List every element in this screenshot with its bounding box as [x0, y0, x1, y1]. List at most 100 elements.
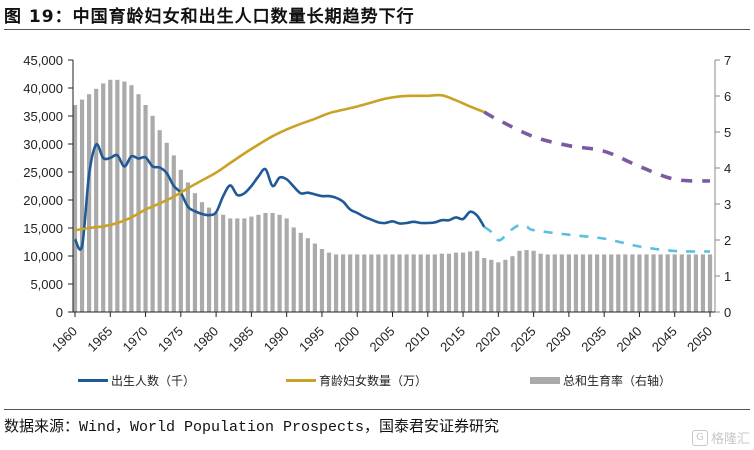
- gelonghui-logo-icon: G: [691, 429, 708, 446]
- tfr-bar-2012: [439, 253, 444, 312]
- watermark-text: 格隆汇: [710, 432, 750, 447]
- legend-label-births: 出生人数（千）: [111, 374, 196, 388]
- tfr-bar-2041: [644, 254, 649, 312]
- tfr-bar-1990: [284, 218, 289, 312]
- x-tick-label: 1975: [155, 324, 186, 355]
- tfr-bar-1980: [214, 213, 219, 312]
- left-tick-label: 30,000: [23, 137, 63, 152]
- legend-item-women: 育龄妇女数量（万）: [286, 372, 427, 389]
- x-tick-label: 2000: [331, 324, 362, 355]
- tfr-bar-2030: [566, 254, 571, 312]
- x-tick-label: 2025: [508, 324, 539, 355]
- tfr-bar-1985: [249, 216, 254, 312]
- tfr-bar-1995: [319, 249, 325, 312]
- tfr-bar-2015: [460, 252, 466, 312]
- tfr-bar-1964: [101, 83, 106, 313]
- tfr-bar-1969: [136, 94, 141, 312]
- left-tick-label: 25,000: [23, 165, 63, 180]
- right-tick-label: 1: [724, 269, 731, 284]
- x-tick-label: 2010: [402, 324, 433, 355]
- tfr-bar-1997: [333, 254, 339, 312]
- tfr-bar-2008: [411, 254, 416, 312]
- left-tick-label: 40,000: [23, 81, 63, 96]
- tfr-bar-2022: [510, 256, 515, 312]
- right-tick-label: 7: [724, 53, 731, 68]
- tfr-bar-1973: [164, 142, 169, 312]
- title-divider: [4, 29, 750, 30]
- legend-label-tfr: 总和生育率（右轴）: [563, 374, 672, 388]
- tfr-bar-1962: [87, 94, 92, 312]
- tfr-bar-2011: [432, 254, 437, 312]
- x-tick-label: 1990: [261, 324, 292, 355]
- tfr-bar-1972: [157, 130, 162, 312]
- legend-item-tfr: 总和生育率（右轴）: [530, 372, 671, 389]
- tfr-bar-2049: [700, 254, 706, 312]
- line-births: [73, 143, 486, 251]
- right-tick-label: 0: [724, 305, 731, 320]
- legend-swatch-births: [78, 379, 108, 382]
- x-tick-label: 2020: [472, 324, 503, 355]
- tfr-bar-2019: [489, 259, 494, 312]
- tfr-bar-2018: [482, 258, 487, 312]
- tfr-bar-1961: [79, 99, 85, 312]
- tfr-bar-1999: [348, 254, 353, 312]
- tfr-bar-1989: [277, 214, 282, 312]
- tfr-bar-1998: [341, 254, 346, 312]
- left-tick-label: 5,000: [30, 277, 63, 292]
- tfr-bar-2032: [580, 254, 586, 312]
- tfr-bar-2004: [383, 254, 388, 312]
- x-tick-label: 1995: [296, 324, 327, 355]
- line-births-projection: [483, 223, 711, 253]
- tfr-bar-1966: [115, 79, 120, 312]
- tfr-bar-1984: [242, 218, 247, 312]
- tfr-bar-1992: [298, 232, 303, 312]
- right-tick-label: 6: [724, 89, 731, 104]
- tfr-bar-1986: [256, 214, 261, 312]
- right-tick-label: 5: [724, 125, 731, 140]
- tfr-bar-2050: [707, 254, 713, 312]
- line-women-projection: [483, 110, 711, 183]
- tfr-bar-2031: [573, 254, 579, 312]
- x-tick-label: 1970: [120, 324, 151, 355]
- chart-legend: 出生人数（千） 育龄妇女数量（万） 总和生育率（右轴）: [0, 372, 754, 392]
- tfr-bar-2028: [552, 254, 557, 312]
- tfr-bar-2010: [425, 254, 430, 312]
- tfr-bar-2046: [679, 254, 684, 312]
- tfr-bar-2013: [446, 253, 452, 312]
- tfr-bar-1987: [263, 213, 268, 312]
- tfr-bar-2014: [453, 252, 459, 312]
- tfr-bar-2024: [524, 250, 529, 312]
- left-tick-label: 35,000: [23, 109, 63, 124]
- tfr-bar-1975: [178, 169, 183, 312]
- tfr-bar-2009: [418, 254, 423, 312]
- tfr-bar-1979: [206, 207, 212, 312]
- tfr-bar-1991: [291, 227, 296, 312]
- tfr-bar-2007: [404, 254, 409, 312]
- tfr-bar-2025: [531, 250, 536, 312]
- legend-swatch-women: [286, 379, 316, 382]
- x-tick-label: 1985: [225, 324, 256, 355]
- left-tick-label: 45,000: [23, 53, 63, 68]
- tfr-bar-2001: [362, 254, 367, 312]
- tfr-bar-1965: [108, 79, 113, 312]
- tfr-bar-2017: [475, 250, 480, 312]
- tfr-bar-2045: [672, 254, 677, 312]
- x-tick-label: 2015: [437, 324, 468, 355]
- tfr-bar-1996: [326, 252, 332, 312]
- x-tick-label: 2050: [684, 324, 715, 355]
- tfr-bar-2000: [355, 254, 360, 312]
- right-tick-label: 2: [724, 233, 731, 248]
- watermark: G 格隆汇: [691, 428, 750, 447]
- tfr-bar-2044: [665, 254, 670, 312]
- x-tick-label: 2030: [543, 324, 574, 355]
- left-tick-label: 0: [56, 305, 63, 320]
- tfr-bar-2006: [397, 254, 402, 312]
- tfr-bar-1977: [192, 193, 198, 312]
- tfr-bar-1963: [94, 88, 99, 312]
- tfr-bars: [72, 79, 713, 313]
- chart-area: 0 5,000 10,000 15,000 20,000 25,000 30,000 35,0…: [23, 53, 731, 355]
- tfr-bar-1968: [129, 85, 134, 312]
- tfr-bar-1967: [122, 81, 127, 312]
- tfr-bar-2016: [468, 251, 473, 312]
- x-tick-label: 1980: [190, 324, 221, 355]
